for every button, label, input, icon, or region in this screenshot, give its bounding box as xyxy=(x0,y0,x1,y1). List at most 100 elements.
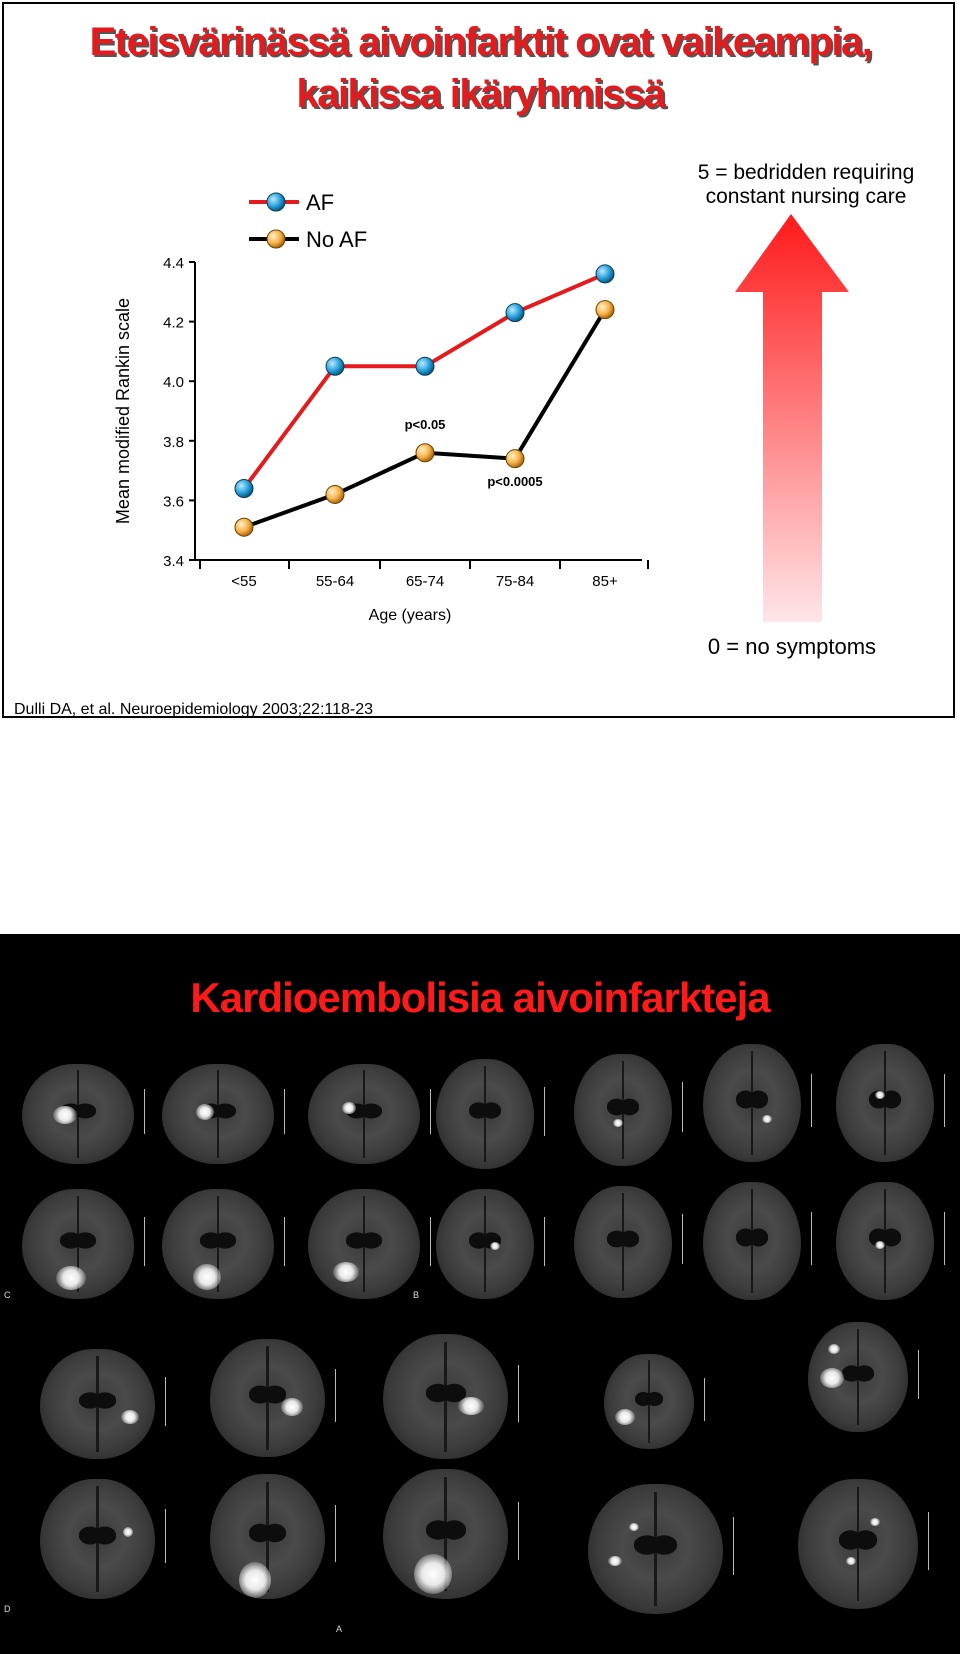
title-line-1: Eteisvärinässä aivoinfarktit ovat vaikea… xyxy=(89,20,873,64)
scale-ruler xyxy=(138,1089,145,1134)
scale-top-line-1: 5 = bedridden requiring xyxy=(698,161,915,184)
lesion-spot xyxy=(489,1241,500,1250)
mri-scan-b-4 xyxy=(836,1044,934,1162)
legend-noaf-label: No AF xyxy=(306,227,367,252)
lesion-spot xyxy=(761,1114,772,1123)
lesion-spot xyxy=(628,1523,639,1531)
scale-ruler xyxy=(512,1501,519,1560)
ventricle-shape xyxy=(469,1092,501,1130)
mri-scan-b-8 xyxy=(836,1182,934,1300)
y-tick-label-1: 3.6 xyxy=(163,493,184,510)
x-tick-label-3: 75-84 xyxy=(496,573,534,590)
ventricle-shape xyxy=(425,1508,466,1553)
scale-ruler xyxy=(329,1368,336,1422)
series-0-point-4 xyxy=(595,264,615,284)
mri-scan-d-3 xyxy=(383,1334,508,1459)
scale-ruler xyxy=(329,1505,336,1562)
ventricle-shape xyxy=(79,1382,116,1420)
lesion-spot xyxy=(458,1396,484,1415)
lesion-spot xyxy=(120,1409,139,1424)
ventricle-shape xyxy=(249,1374,286,1415)
mri-scan-b-7 xyxy=(703,1182,801,1300)
ventricle-shape xyxy=(346,1222,382,1260)
scale-ruler xyxy=(512,1365,519,1422)
scale-ruler xyxy=(676,1214,683,1265)
x-tick-label-1: 55-64 xyxy=(316,573,354,590)
mri-scan-d-4 xyxy=(40,1479,155,1599)
series-1-point-4 xyxy=(595,300,615,320)
lesion-spot xyxy=(195,1104,214,1120)
scale-ruler xyxy=(538,1086,545,1136)
slide-2-title: Kardioembolisia aivoinfarkteja xyxy=(190,974,770,1021)
mri-scan-a-3 xyxy=(588,1484,723,1614)
mri-scan-b-2 xyxy=(574,1054,672,1166)
ventricle-shape xyxy=(838,1518,878,1563)
mri-scan-c-6 xyxy=(308,1189,420,1299)
lesion-spot xyxy=(608,1555,623,1566)
scale-bottom-label: 0 = no symptoms xyxy=(708,634,876,659)
legend-af-marker xyxy=(266,192,286,212)
mri-scan-c-1 xyxy=(22,1064,134,1164)
legend-noaf-marker xyxy=(266,229,286,249)
lesion-spot xyxy=(55,1266,86,1290)
mri-scan-c-3 xyxy=(308,1064,420,1164)
scale-ruler xyxy=(159,1509,166,1563)
scale-ruler xyxy=(424,1089,431,1134)
mri-scan-c-2 xyxy=(162,1064,274,1164)
series-1-point-3 xyxy=(505,449,525,469)
slide-1: Eteisvärinässä aivoinfarktit ovat vaikea… xyxy=(2,2,955,718)
scale-ruler xyxy=(676,1082,683,1133)
mri-scan-a-4 xyxy=(798,1479,918,1609)
severity-arrow xyxy=(735,214,849,622)
lesion-spot xyxy=(846,1557,856,1565)
scale-ruler xyxy=(912,1349,919,1399)
panel-letter-d: D xyxy=(4,1604,11,1614)
x-tick-label-0: <55 xyxy=(231,573,256,590)
ventricle-shape xyxy=(249,1511,286,1554)
ventricle-shape xyxy=(634,1382,664,1415)
mri-scan-c-4 xyxy=(22,1189,134,1299)
citation: Dulli DA, et al. Neuroepidemiology 2003;… xyxy=(14,701,374,718)
ventricle-shape xyxy=(607,1087,639,1126)
y-tick-label-2: 3.8 xyxy=(163,434,184,451)
lesion-spot xyxy=(193,1263,222,1290)
series-0-point-0 xyxy=(234,478,254,498)
mri-scan-b-5 xyxy=(436,1189,534,1299)
title-line-2: kaikissa ikäryhmissä xyxy=(296,72,666,116)
annotation-1: p<0.0005 xyxy=(487,474,542,489)
ventricle-shape xyxy=(633,1523,678,1568)
series-0-point-1 xyxy=(325,356,345,376)
mri-scan-b-3 xyxy=(703,1044,801,1162)
y-tick-label-0: 3.4 xyxy=(163,553,184,570)
mri-scan-b-1 xyxy=(436,1059,534,1169)
scale-ruler xyxy=(938,1211,945,1265)
scale-ruler xyxy=(805,1073,812,1127)
lesion-spot xyxy=(820,1368,844,1389)
panel-letter-b: B xyxy=(413,1290,420,1300)
lesion-spot xyxy=(238,1561,271,1598)
series-1-point-0 xyxy=(234,517,254,537)
lesion-spot xyxy=(414,1553,453,1594)
scale-ruler xyxy=(424,1216,431,1266)
legend: AF No AF xyxy=(249,190,367,252)
mri-scan-d-5 xyxy=(210,1474,325,1599)
series-0-point-2 xyxy=(415,356,435,376)
ventricle-shape xyxy=(869,1217,901,1258)
legend-af-label: AF xyxy=(306,190,334,215)
scale-ruler xyxy=(938,1073,945,1127)
panel-letter-a: A xyxy=(336,1624,343,1634)
scale-ruler xyxy=(805,1211,812,1265)
panel-letter-c: C xyxy=(4,1290,11,1300)
ventricle-shape xyxy=(736,1079,768,1120)
annotation-0: p<0.05 xyxy=(405,417,446,432)
x-tick-label-4: 85+ xyxy=(592,573,618,590)
lesion-spot xyxy=(875,1091,886,1100)
lesion-spot xyxy=(53,1106,78,1124)
scale-ruler xyxy=(922,1511,929,1570)
lesion-spot xyxy=(122,1527,133,1537)
lesion-spot xyxy=(875,1241,886,1249)
mri-scan-b-6 xyxy=(574,1186,672,1298)
scale-ruler xyxy=(538,1216,545,1266)
lesion-spot xyxy=(614,1409,635,1426)
ventricle-shape xyxy=(200,1222,236,1260)
